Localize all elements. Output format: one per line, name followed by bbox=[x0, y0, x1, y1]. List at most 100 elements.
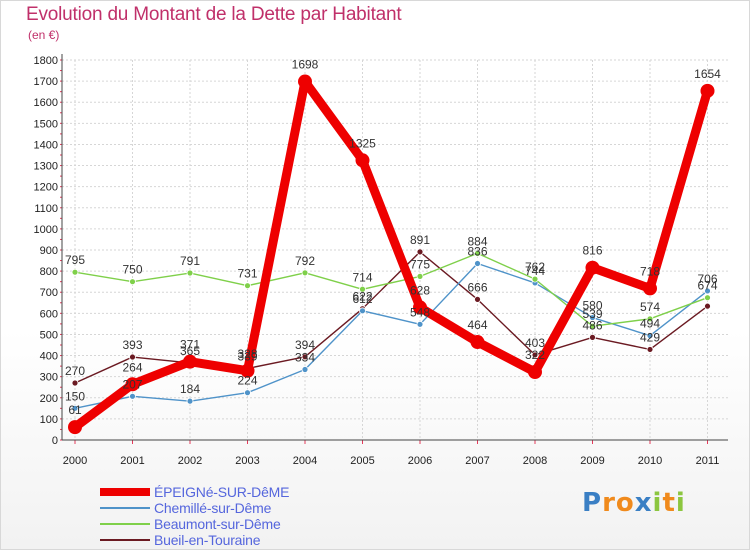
data-label-chemill-sur-d-me-2003: 224 bbox=[237, 374, 257, 388]
data-label-chemill-sur-d-me-2002: 184 bbox=[180, 382, 200, 396]
point-peign-sur-d-me-2010 bbox=[643, 281, 657, 296]
legend-label: Chemillé-sur-Dême bbox=[154, 500, 272, 516]
y-tick-label-800: 800 bbox=[40, 266, 58, 278]
brand-letter: t bbox=[662, 488, 676, 518]
data-label-peign-sur-d-me-2005: 1325 bbox=[349, 136, 376, 150]
data-label-chemill-sur-d-me-2005: 612 bbox=[352, 292, 372, 306]
data-label-bueil-en-touraine-2009: 486 bbox=[582, 318, 602, 332]
point-bueil-en-touraine-2001 bbox=[129, 353, 136, 361]
y-tick-label-400: 400 bbox=[40, 351, 58, 363]
data-label-chemill-sur-d-me-2004: 334 bbox=[295, 350, 315, 364]
point-peign-sur-d-me-2002 bbox=[183, 354, 197, 369]
data-label-beaumont-sur-d-me-2004: 792 bbox=[295, 254, 315, 268]
y-tick-label-0: 0 bbox=[52, 435, 58, 447]
data-label-bueil-en-touraine-2005: 622 bbox=[352, 290, 372, 304]
brand-letter: P bbox=[582, 488, 603, 518]
data-label-beaumont-sur-d-me-2008: 762 bbox=[525, 260, 545, 274]
data-label-chemill-sur-d-me-2000: 150 bbox=[65, 389, 85, 403]
legend-swatch bbox=[100, 488, 150, 496]
data-label-beaumont-sur-d-me-2002: 791 bbox=[180, 254, 200, 268]
point-chemill-sur-d-me-2004 bbox=[301, 366, 309, 373]
y-tick-label-500: 500 bbox=[40, 329, 58, 341]
y-tick-label-700: 700 bbox=[40, 287, 58, 299]
point-bueil-en-touraine-2010 bbox=[646, 346, 654, 353]
data-label-beaumont-sur-d-me-2001: 750 bbox=[122, 263, 142, 277]
point-bueil-en-touraine-2007 bbox=[474, 295, 481, 303]
point-peign-sur-d-me-2000 bbox=[68, 420, 82, 435]
data-label-bueil-en-touraine-2002: 365 bbox=[180, 344, 200, 358]
data-label-peign-sur-d-me-2002: 371 bbox=[180, 338, 200, 352]
chart-title: Evolution du Montant de la Dette par Hab… bbox=[26, 4, 402, 25]
x-tick-label-2000: 2000 bbox=[63, 455, 87, 467]
x-tick-label-2003: 2003 bbox=[235, 455, 259, 467]
data-label-chemill-sur-d-me-2006: 548 bbox=[410, 305, 430, 319]
legend-item: Chemillé-sur-Dême bbox=[100, 500, 289, 516]
data-label-chemill-sur-d-me-2008: 744 bbox=[525, 264, 545, 278]
data-label-bueil-en-touraine-2008: 403 bbox=[525, 336, 545, 350]
data-label-chemill-sur-d-me-2011: 706 bbox=[697, 272, 717, 286]
y-tick-label-1100: 1100 bbox=[34, 203, 58, 215]
legend-label: ÉPEIGNé-SUR-DêME bbox=[154, 484, 290, 500]
x-tick-label-2009: 2009 bbox=[580, 455, 604, 467]
brand-letter: i bbox=[652, 488, 663, 518]
y-tick-label-1000: 1000 bbox=[34, 224, 58, 236]
legend-swatch bbox=[100, 523, 150, 525]
point-bueil-en-touraine-2008 bbox=[531, 351, 539, 359]
data-label-chemill-sur-d-me-2009: 580 bbox=[582, 299, 602, 313]
brand-letter: o bbox=[615, 488, 635, 518]
point-chemill-sur-d-me-2003 bbox=[244, 389, 251, 397]
point-chemill-sur-d-me-2000 bbox=[71, 404, 79, 412]
y-tick-label-1400: 1400 bbox=[34, 139, 58, 151]
point-beaumont-sur-d-me-2008 bbox=[531, 275, 539, 283]
point-peign-sur-d-me-2007 bbox=[470, 335, 485, 350]
point-beaumont-sur-d-me-2006 bbox=[416, 272, 424, 280]
data-label-peign-sur-d-me-2007: 464 bbox=[467, 318, 487, 332]
point-chemill-sur-d-me-2011 bbox=[704, 287, 711, 295]
point-peign-sur-d-me-2008 bbox=[528, 365, 542, 380]
y-tick-label-200: 200 bbox=[40, 393, 58, 405]
grid-layer bbox=[62, 59, 728, 441]
data-label-beaumont-sur-d-me-2005: 714 bbox=[352, 270, 372, 284]
brand-letter: r bbox=[602, 488, 616, 518]
point-bueil-en-touraine-2006 bbox=[416, 248, 424, 256]
data-label-peign-sur-d-me-2009: 816 bbox=[582, 244, 602, 258]
y-tick-label-900: 900 bbox=[40, 245, 58, 257]
series-layer bbox=[68, 74, 715, 435]
data-label-beaumont-sur-d-me-2000: 795 bbox=[65, 253, 85, 267]
point-chemill-sur-d-me-2005 bbox=[359, 307, 366, 315]
point-peign-sur-d-me-2006 bbox=[413, 300, 427, 315]
legend-label: Beaumont-sur-Dême bbox=[154, 516, 281, 532]
y-tick-label-1800: 1800 bbox=[34, 55, 58, 67]
data-label-chemill-sur-d-me-2010: 494 bbox=[640, 317, 660, 331]
x-tick-label-2002: 2002 bbox=[178, 455, 202, 467]
data-label-beaumont-sur-d-me-2006: 775 bbox=[410, 257, 430, 271]
legend-item: Bueil-en-Touraine bbox=[100, 532, 289, 548]
point-peign-sur-d-me-2004 bbox=[298, 74, 312, 89]
point-beaumont-sur-d-me-2010 bbox=[646, 315, 654, 323]
y-tick-label-100: 100 bbox=[40, 414, 58, 426]
point-chemill-sur-d-me-2007 bbox=[474, 260, 481, 267]
legend-item: Beaumont-sur-Dême bbox=[100, 516, 289, 532]
point-chemill-sur-d-me-2010 bbox=[646, 332, 654, 340]
point-beaumont-sur-d-me-2007 bbox=[474, 249, 481, 257]
data-label-beaumont-sur-d-me-2007: 884 bbox=[467, 234, 487, 248]
data-label-peign-sur-d-me-2011: 1654 bbox=[694, 67, 721, 81]
data-label-bueil-en-touraine-2003: 339 bbox=[237, 349, 257, 363]
data-label-beaumont-sur-d-me-2010: 574 bbox=[640, 300, 660, 314]
data-label-chemill-sur-d-me-2001: 207 bbox=[122, 377, 142, 391]
y-tick-label-600: 600 bbox=[40, 308, 58, 320]
point-chemill-sur-d-me-2009 bbox=[589, 314, 596, 321]
x-tick-label-2008: 2008 bbox=[523, 455, 547, 467]
data-label-bueil-en-touraine-2010: 429 bbox=[640, 330, 660, 344]
chart-subtitle: (en €) bbox=[28, 28, 60, 42]
y-tick-label-1600: 1600 bbox=[34, 97, 58, 109]
y-tick-label-1700: 1700 bbox=[34, 76, 58, 88]
point-peign-sur-d-me-2009 bbox=[585, 260, 600, 275]
data-label-beaumont-sur-d-me-2003: 731 bbox=[237, 267, 257, 281]
data-label-peign-sur-d-me-2001: 264 bbox=[122, 360, 142, 374]
data-label-bueil-en-touraine-2000: 270 bbox=[65, 364, 85, 378]
series-line-peign-sur-d-me bbox=[70, 77, 712, 432]
x-tick-label-2004: 2004 bbox=[293, 455, 317, 467]
point-beaumont-sur-d-me-2005 bbox=[359, 285, 366, 293]
